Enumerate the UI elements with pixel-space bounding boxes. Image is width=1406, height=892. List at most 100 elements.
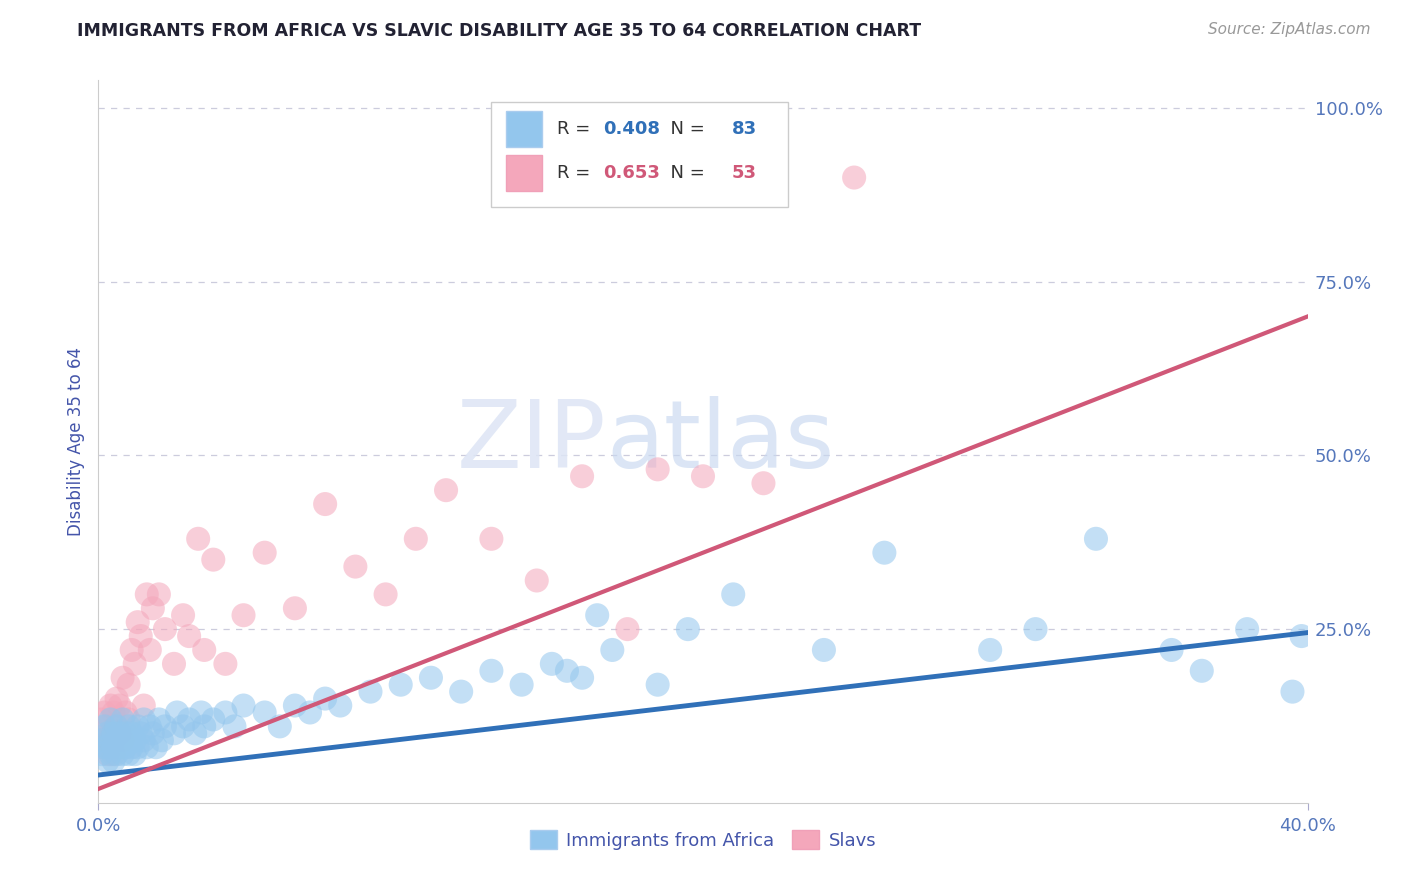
Point	[1281, 684, 1303, 698]
Point	[100, 733, 122, 747]
Point	[540, 657, 562, 671]
Point	[108, 726, 131, 740]
Point	[121, 726, 143, 740]
Point	[121, 643, 143, 657]
Point	[692, 469, 714, 483]
Point	[253, 706, 276, 720]
Point	[510, 678, 533, 692]
Point	[118, 713, 141, 727]
Point	[193, 643, 215, 657]
Point	[105, 719, 128, 733]
Point	[1024, 622, 1046, 636]
Text: Source: ZipAtlas.com: Source: ZipAtlas.com	[1208, 22, 1371, 37]
Point	[108, 726, 131, 740]
Point	[103, 726, 125, 740]
Text: 0.653: 0.653	[603, 164, 659, 182]
Point	[127, 615, 149, 630]
FancyBboxPatch shape	[492, 102, 787, 207]
Point	[105, 719, 128, 733]
Point	[979, 643, 1001, 657]
Point	[723, 587, 745, 601]
Point	[118, 678, 141, 692]
Point	[96, 754, 118, 768]
Point	[571, 671, 593, 685]
Text: IMMIGRANTS FROM AFRICA VS SLAVIC DISABILITY AGE 35 TO 64 CORRELATION CHART: IMMIGRANTS FROM AFRICA VS SLAVIC DISABIL…	[77, 22, 921, 40]
Text: R =: R =	[557, 164, 596, 182]
Point	[142, 726, 165, 740]
Text: 53: 53	[733, 164, 756, 182]
Point	[163, 657, 186, 671]
Point	[253, 546, 276, 560]
Point	[1191, 664, 1213, 678]
Point	[214, 706, 236, 720]
Point	[105, 733, 128, 747]
Point	[103, 754, 125, 768]
Point	[90, 740, 112, 755]
Point	[374, 587, 396, 601]
Point	[172, 719, 194, 733]
Point	[93, 706, 115, 720]
Point	[172, 608, 194, 623]
Text: N =: N =	[659, 120, 711, 138]
Point	[129, 726, 152, 740]
Point	[329, 698, 352, 713]
Point	[132, 698, 155, 713]
Point	[163, 726, 186, 740]
Point	[118, 747, 141, 761]
Point	[647, 462, 669, 476]
Text: 83: 83	[733, 120, 758, 138]
Point	[100, 747, 122, 761]
Point	[752, 476, 775, 491]
Point	[190, 706, 212, 720]
Point	[108, 740, 131, 755]
Point	[647, 678, 669, 692]
Point	[132, 713, 155, 727]
Point	[405, 532, 427, 546]
Point	[111, 713, 134, 727]
Point	[166, 706, 188, 720]
Point	[214, 657, 236, 671]
Point	[114, 726, 136, 740]
Point	[179, 713, 201, 727]
Point	[153, 719, 176, 733]
Point	[118, 719, 141, 733]
Point	[96, 726, 118, 740]
Point	[555, 664, 578, 678]
Point	[389, 678, 412, 692]
Point	[571, 469, 593, 483]
Point	[148, 713, 170, 727]
Point	[105, 747, 128, 761]
Point	[124, 657, 146, 671]
Point	[153, 622, 176, 636]
Point	[1236, 622, 1258, 636]
Point	[103, 747, 125, 761]
Point	[284, 698, 307, 713]
Point	[100, 713, 122, 727]
Point	[124, 747, 146, 761]
Point	[616, 622, 638, 636]
Point	[124, 733, 146, 747]
Point	[100, 698, 122, 713]
Text: R =: R =	[557, 120, 596, 138]
Point	[111, 747, 134, 761]
Point	[284, 601, 307, 615]
Point	[105, 691, 128, 706]
Point	[813, 643, 835, 657]
Point	[103, 706, 125, 720]
Point	[1291, 629, 1313, 643]
Text: atlas: atlas	[606, 395, 835, 488]
Bar	[506, 112, 543, 147]
Point	[314, 497, 336, 511]
Point	[96, 747, 118, 761]
Point	[299, 706, 322, 720]
Point	[314, 691, 336, 706]
Legend: Immigrants from Africa, Slavs: Immigrants from Africa, Slavs	[524, 825, 882, 855]
Point	[129, 629, 152, 643]
Point	[1085, 532, 1108, 546]
Point	[114, 706, 136, 720]
Point	[450, 684, 472, 698]
Point	[148, 587, 170, 601]
Point	[269, 719, 291, 733]
Point	[232, 698, 254, 713]
Point	[224, 719, 246, 733]
